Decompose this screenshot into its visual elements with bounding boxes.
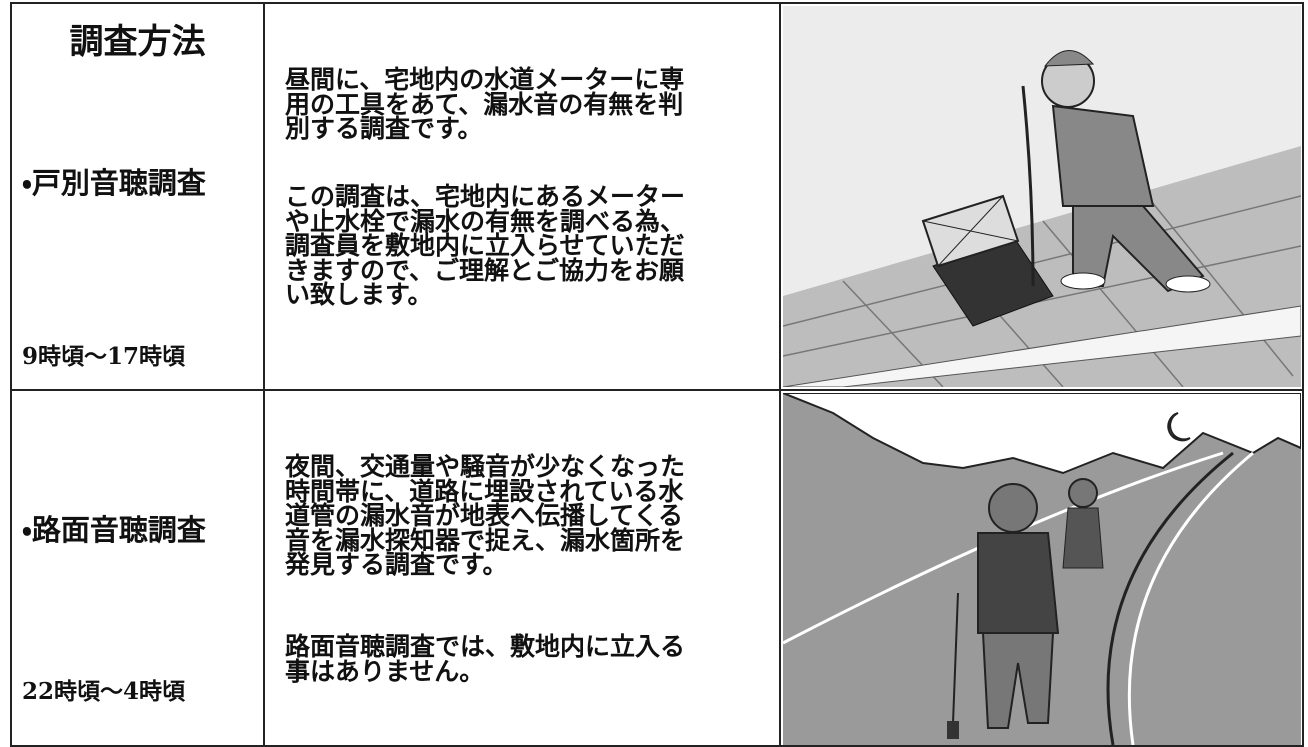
description-line: きますので、ご理解とご協力をお願 — [285, 255, 685, 285]
description-line: 発見する調査です。 — [285, 550, 508, 579]
column-divider — [779, 2, 781, 747]
description: 路面音聴調査では、敷地内に立入る 事はありません。 — [285, 632, 775, 686]
description: 夜間、交通量や騒音が少なくなった 時間帯に、道路に埋設されている水 道管の漏水音が地… — [285, 452, 775, 579]
description-line: や止水栓で漏水の有無を調べる為、 — [285, 206, 686, 236]
description-line: 調査員を敷地内に立入らせていただ — [285, 231, 685, 260]
method-name: ・戸別音聴調査 — [22, 166, 206, 200]
row-divider — [10, 389, 1304, 391]
description: この調査は、宅地内にあるメーター や止水栓で漏水の有無を調べる為、 調査員を敷地内に… — [285, 182, 775, 309]
column-divider — [263, 2, 265, 747]
description-line: 時間帯に、道路に埋設されている水 — [285, 476, 684, 506]
header-title: 調査方法 — [69, 22, 206, 62]
description-line: 夜間、交通量や騒音が少なくなった — [285, 452, 686, 481]
description-line: 道管の漏水音が地表へ伝播してくる — [285, 501, 684, 530]
description-line: 音を漏水探知器で捉え、漏水箇所を — [285, 525, 686, 555]
description-line: 路面音聴調査では、敷地内に立入る — [285, 632, 686, 661]
description-line: 昼間に、宅地内の水道メーターに専 — [285, 65, 685, 94]
description-line: この調査は、宅地内にあるメーター — [285, 182, 686, 211]
description-line: 別する調査です。 — [285, 114, 483, 143]
illustration-household — [783, 6, 1301, 387]
method-name: ・路面音聴調査 — [22, 513, 206, 547]
description-line: い致します。 — [285, 280, 433, 309]
time-range: 22時頃～4時頃 — [22, 678, 186, 705]
description: 昼間に、宅地内の水道メーターに専 用の工具をあて、漏水音の有無を判 別する調査です。 — [285, 65, 775, 143]
illustration-road — [783, 393, 1301, 745]
description-line: 用の工具をあて、漏水音の有無を判 — [285, 89, 684, 119]
table-frame — [10, 2, 1304, 747]
description-line: 事はありません。 — [285, 656, 485, 686]
time-range: 9時頃～17時頃 — [22, 343, 186, 370]
